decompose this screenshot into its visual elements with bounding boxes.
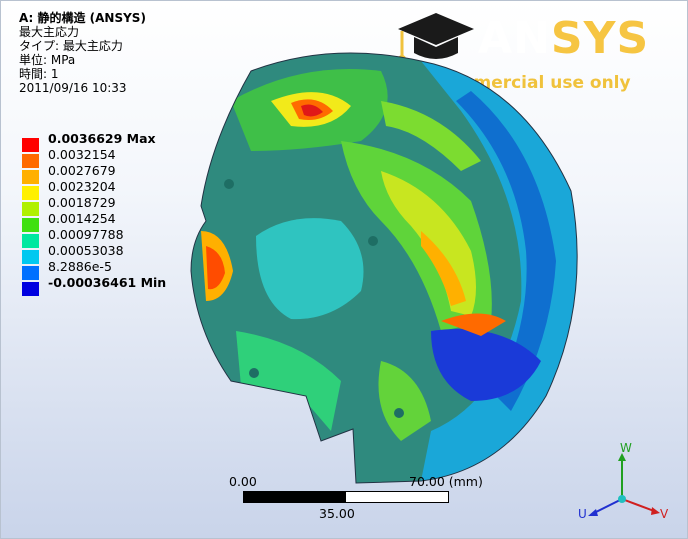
orientation-triad[interactable]: W U V xyxy=(576,441,676,531)
legend-label: 0.00097788 xyxy=(48,227,124,242)
scale-right-label: 70.00 (mm) xyxy=(409,474,483,489)
legend-swatch xyxy=(22,138,39,152)
center-bore xyxy=(256,218,364,320)
result-unit: 単位: MPa xyxy=(19,53,76,67)
scale-bar xyxy=(243,491,449,503)
legend-label: 0.0018729 xyxy=(48,195,116,210)
legend-label: 0.0032154 xyxy=(48,147,116,162)
scale-mid-label: 35.00 xyxy=(319,506,355,521)
legend-swatch xyxy=(22,282,39,296)
result-info: A: 静的構造 (ANSYS) 最大主応力 タイプ: 最大主応力 単位: MPa… xyxy=(19,11,146,95)
result-datetime: 2011/09/16 10:33 xyxy=(19,81,127,95)
axis-triad-icon xyxy=(588,453,660,516)
legend-label: 0.0036629 Max xyxy=(48,131,156,146)
legend-label: 8.2886e-5 xyxy=(48,259,112,274)
scale-segment-black xyxy=(243,491,347,503)
legend-swatch xyxy=(22,186,39,200)
legend-label: 0.00053038 xyxy=(48,243,124,258)
result-name: 最大主応力 xyxy=(19,25,80,39)
scale-segment-white xyxy=(345,491,449,503)
legend-label: 0.0014254 xyxy=(48,211,116,226)
ansys-wordmark: ANSYS xyxy=(478,13,650,64)
legend-label: -0.00036461 Min xyxy=(48,275,167,290)
axis-u-label: U xyxy=(578,507,587,521)
analysis-title: A: 静的構造 (ANSYS) xyxy=(19,11,146,25)
result-time: 時間: 1 xyxy=(19,67,59,81)
legend-swatch xyxy=(22,234,39,248)
legend-swatch xyxy=(22,218,39,232)
legend-swatch xyxy=(22,266,39,280)
mortarboard-icon xyxy=(398,13,474,63)
legend-swatch xyxy=(22,154,39,168)
legend-label: 0.0027679 xyxy=(48,163,116,178)
scale-left-label: 0.00 xyxy=(229,474,257,489)
legend-label: 0.0023204 xyxy=(48,179,116,194)
legend-swatch xyxy=(22,250,39,264)
result-type: タイプ: 最大主応力 xyxy=(19,39,123,53)
legend-swatch xyxy=(22,170,39,184)
axis-w-label: W xyxy=(620,441,632,455)
legend-swatch xyxy=(22,202,39,216)
axis-v-label: V xyxy=(660,507,669,521)
